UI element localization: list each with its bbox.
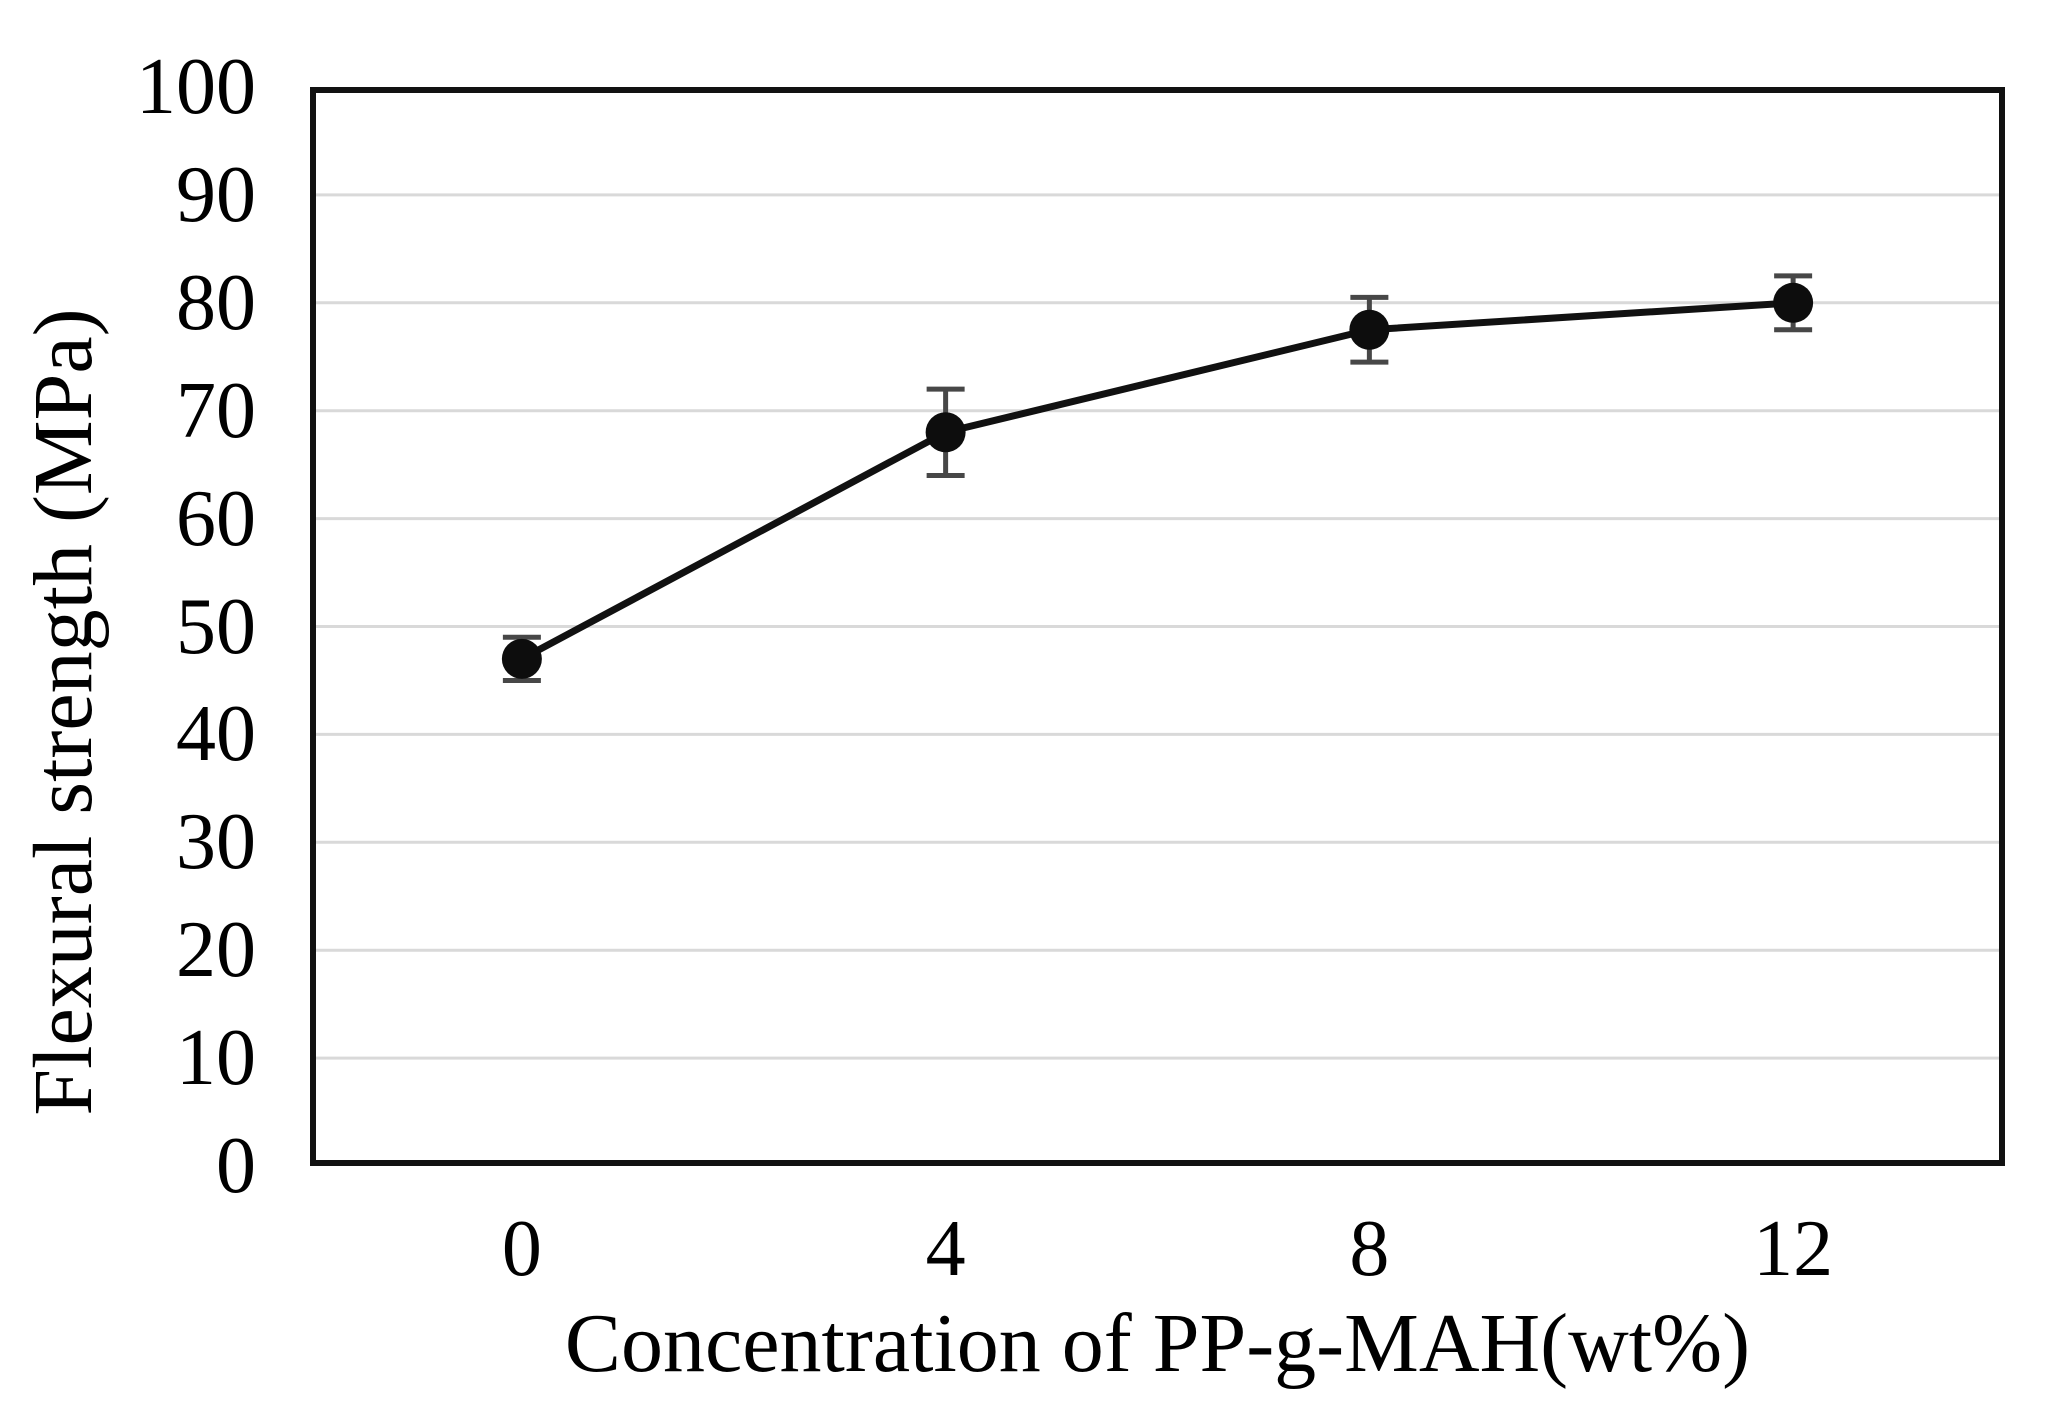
y-tick-label: 20 (176, 906, 256, 995)
y-tick-label: 0 (216, 1122, 256, 1210)
y-tick-label: 10 (176, 1014, 256, 1103)
y-tick-label: 70 (176, 366, 256, 455)
y-tick-label: 40 (176, 690, 256, 779)
series-line (520, 299, 1794, 662)
y-tick-label: 30 (176, 798, 256, 887)
plot-area (310, 87, 2005, 1166)
y-tick-label: 90 (176, 150, 256, 239)
y-tick-label: 50 (176, 582, 256, 671)
y-tick-label: 60 (176, 474, 256, 563)
data-point-marker (925, 412, 966, 453)
y-tick-label: 80 (176, 258, 256, 347)
x-tick-label: 4 (925, 1205, 966, 1293)
x-tick-label: 0 (501, 1205, 542, 1293)
chart-canvas (310, 193, 2005, 1060)
x-tick-label: 8 (1349, 1205, 1390, 1293)
data-point-marker (1773, 282, 1814, 323)
data-point-marker (501, 638, 542, 679)
x-tick-label: 12 (1753, 1205, 1834, 1293)
y-tick-label: 100 (136, 43, 256, 131)
x-axis-title: Concentration of PP-g-MAH(wt%) (564, 1297, 1751, 1390)
data-point-marker (1349, 309, 1390, 350)
